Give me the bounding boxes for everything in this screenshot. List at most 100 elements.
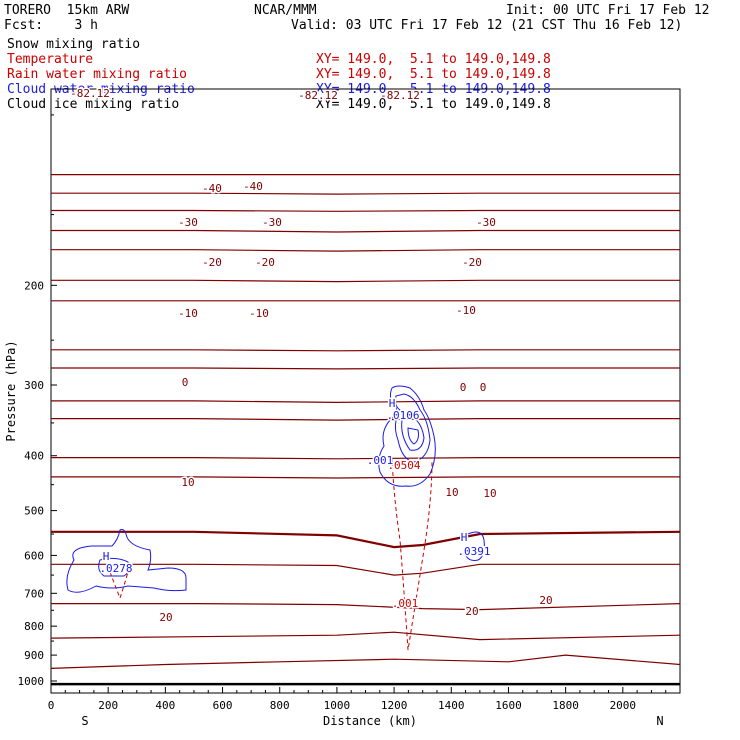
x-tick-label: 1400	[438, 699, 465, 712]
x-tick-label: 1000	[324, 699, 351, 712]
isotherm	[51, 476, 680, 479]
valid-time: Valid: 03 UTC Fri 17 Feb 12 (21 CST Thu …	[291, 18, 683, 33]
contour-label: H	[103, 550, 110, 563]
x-tick-label: 200	[98, 699, 118, 712]
contour-label: 10	[445, 486, 458, 499]
contour-label: 20	[539, 594, 552, 607]
contour-label: -82.12	[70, 87, 110, 100]
contour-label: 0	[480, 381, 487, 394]
south-label: S	[81, 714, 88, 728]
forecast-hour: Fcst: 3 h	[4, 18, 98, 33]
isotherm	[51, 192, 680, 195]
contour-label: .001	[392, 597, 419, 610]
cloud-water-right-blob	[465, 531, 485, 561]
contour-label: -82.12	[380, 89, 420, 102]
isotherm	[51, 418, 680, 421]
contour-label: -20	[255, 256, 275, 269]
legend-field-cloud-ice: Cloud ice mixing ratio	[7, 97, 180, 112]
rain-water-plume	[391, 457, 433, 651]
legend-field-rain: Rain water mixing ratio	[7, 67, 188, 82]
contour-label: H	[389, 397, 396, 410]
cloud-water-cell-inner2	[401, 417, 425, 451]
cloud-water-cell-inner3	[407, 427, 419, 445]
org-title: NCAR/MMM	[254, 3, 317, 18]
north-label: N	[656, 714, 663, 728]
contour-label: -30	[476, 216, 496, 229]
contour-label: -30	[262, 216, 282, 229]
y-tick-label: 300	[24, 379, 44, 392]
isotherm	[51, 400, 680, 404]
legend-xy-rain: XY= 149.0, 5.1 to 149.0,149.8	[316, 67, 551, 82]
isotherm	[51, 209, 680, 212]
isotherm	[51, 349, 680, 352]
legend-field-snow: Snow mixing ratio	[7, 37, 141, 52]
isotherm	[51, 279, 680, 283]
isotherm	[51, 603, 681, 611]
cloud-water-left-blob	[66, 529, 187, 593]
contour-label: .0278	[99, 562, 132, 575]
init-time: Init: 00 UTC Fri 17 Feb 12	[506, 3, 710, 18]
x-tick-label: 0	[48, 699, 55, 712]
legend-xy-cloud-ice: XY= 149.0, 5.1 to 149.0,149.8	[316, 97, 551, 112]
isotherm	[50, 631, 681, 641]
contour-label: .0391	[457, 545, 490, 558]
isotherm	[51, 563, 680, 576]
contour-label: 10	[483, 487, 496, 500]
contour-label: -30	[178, 216, 198, 229]
y-tick-label: 700	[24, 587, 44, 600]
x-tick-label: 400	[155, 699, 175, 712]
cloud-water-left-inner	[98, 557, 130, 577]
contour-label: -20	[462, 256, 482, 269]
x-tick-label: 800	[270, 699, 290, 712]
y-tick-label: 600	[24, 549, 44, 562]
cloud-water-contours	[66, 385, 485, 593]
legend-xy-temperature: XY= 149.0, 5.1 to 149.0,149.8	[316, 52, 551, 67]
contour-label: 10	[181, 476, 194, 489]
isotherm	[51, 249, 680, 252]
contour-label: -40	[243, 180, 263, 193]
contour-label: .0504	[387, 459, 420, 472]
contour-label: 0	[182, 376, 189, 389]
isotherm	[51, 229, 680, 233]
y-tick-label: 1000	[18, 675, 45, 688]
isotherm	[51, 530, 681, 549]
temperature-contours	[50, 174, 681, 669]
x-axis-label: Distance (km)	[323, 714, 417, 728]
y-tick-label: 400	[24, 450, 44, 463]
y-tick-label: 800	[24, 620, 44, 633]
contour-labels: -82.12 -82.12 -82.12 -40 -40 -30 -30 -30 -20 -20 -…	[69, 86, 555, 626]
y-tick-label: 200	[24, 279, 44, 292]
cloud-water-cell-main	[378, 385, 436, 487]
contour-label: -10	[456, 304, 476, 317]
contour-label: .001	[367, 454, 394, 467]
y-axis-label: Pressure (hPa)	[4, 340, 18, 441]
axes: 0 200 400 600 800 1000 1200 1400 1600 1800 2000200…	[4, 88, 681, 728]
isotherm	[51, 457, 680, 460]
x-tick-label: 1200	[381, 699, 408, 712]
x-tick-label: 600	[213, 699, 233, 712]
isotherm	[51, 367, 680, 370]
x-tick-label: 1600	[495, 699, 522, 712]
contour-label: -82.12	[298, 89, 338, 102]
contour-label: 20	[465, 605, 478, 618]
contour-label: -40	[202, 182, 222, 195]
contour-label: -20	[202, 256, 222, 269]
contour-label: .0106	[386, 409, 419, 422]
rain-water-left-plume	[109, 571, 129, 600]
y-tick-label: 500	[24, 505, 44, 518]
rain-water-contours	[109, 457, 433, 651]
x-tick-label: 2000	[610, 699, 637, 712]
x-tick-label: 1800	[552, 699, 579, 712]
contour-label: H	[461, 531, 468, 544]
isotherm	[50, 654, 681, 669]
legend-field-temperature: Temperature	[7, 52, 94, 67]
contour-label: -10	[249, 307, 269, 320]
model-title: TORERO 15km ARW	[4, 3, 130, 18]
contour-label: 0	[460, 381, 467, 394]
cloud-water-cell-inner1	[394, 393, 431, 463]
contour-label: 20	[159, 611, 172, 624]
contour-label: -10	[178, 307, 198, 320]
y-tick-label: 900	[24, 649, 44, 662]
plot-frame	[50, 88, 681, 694]
